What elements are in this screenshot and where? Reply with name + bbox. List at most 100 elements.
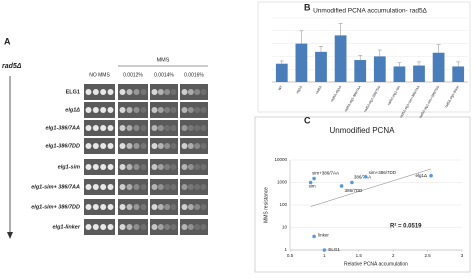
point-label: 386/7DD	[345, 188, 364, 193]
x-tick-label: rad5Δ elg1-sim+386/7AA	[399, 84, 421, 118]
yeast-spot	[200, 224, 207, 230]
yeast-spot	[157, 89, 164, 95]
yeast-spot	[140, 143, 147, 149]
yeast-spot	[187, 107, 194, 113]
yeast-spot	[181, 164, 188, 170]
spot-plate	[118, 138, 148, 154]
yeast-spot	[157, 107, 164, 113]
y-tick-label: 10000	[274, 157, 287, 162]
yeast-spot	[85, 143, 92, 149]
spot-plate	[118, 179, 148, 195]
yeast-spot	[133, 89, 140, 95]
yeast-spot	[107, 204, 114, 210]
bar	[452, 66, 465, 82]
bar	[275, 63, 288, 82]
yeast-spot	[157, 125, 164, 131]
yeast-spot	[140, 184, 147, 190]
yeast-spot	[92, 143, 99, 149]
yeast-spot	[200, 107, 207, 113]
strain-label: rad5Δ	[2, 63, 22, 70]
yeast-spot	[151, 143, 158, 149]
point-label: elg1Δ	[416, 173, 428, 178]
yeast-spot	[194, 125, 201, 131]
row-label: elg1-linker	[52, 224, 80, 230]
yeast-spot	[187, 184, 194, 190]
row-label: ELG1	[66, 89, 80, 95]
yeast-spot	[100, 204, 107, 210]
x-tick-label: 0.5	[287, 253, 294, 258]
yeast-spot	[164, 184, 171, 190]
yeast-spot	[164, 107, 171, 113]
yeast-spot	[119, 204, 126, 210]
point	[308, 180, 313, 185]
x-tick-label: rad5Δ	[315, 84, 323, 94]
bar	[413, 65, 425, 82]
yeast-spot	[181, 204, 188, 210]
arrow-head	[7, 232, 13, 239]
x-tick-label: 2	[392, 253, 395, 258]
spot-plate	[84, 120, 115, 136]
column-header: NO MMS	[89, 72, 110, 78]
yeast-spot	[164, 164, 171, 170]
yeast-spot	[126, 204, 133, 210]
yeast-spot	[85, 125, 92, 131]
spot-plate	[118, 159, 148, 175]
bar	[393, 66, 406, 82]
spot-plate	[84, 179, 115, 195]
yeast-spot	[181, 143, 188, 149]
spot-plate	[180, 179, 208, 195]
chart-title: Unmodified PCNA accumulation- rad5Δ	[313, 8, 427, 15]
yeast-spot	[151, 164, 158, 170]
yeast-spot	[200, 164, 207, 170]
yeast-spot	[119, 107, 126, 113]
yeast-spot	[119, 224, 126, 230]
point-label: sim+386/7DD	[369, 170, 397, 175]
column-header: 0.0014%	[154, 72, 174, 78]
yeast-spot	[92, 89, 99, 95]
yeast-spot	[85, 184, 92, 190]
yeast-spot	[151, 89, 158, 95]
spot-plate	[180, 199, 208, 215]
y-tick-label: 1	[284, 247, 287, 252]
spot-plate	[180, 120, 208, 136]
yeast-spot	[181, 107, 188, 113]
treatment-label: MMS	[157, 57, 170, 63]
yeast-spot	[164, 143, 171, 149]
yeast-spot	[170, 184, 177, 190]
yeast-spot	[92, 184, 99, 190]
yeast-spot	[126, 89, 133, 95]
yeast-spot	[151, 125, 158, 131]
point	[350, 180, 354, 185]
yeast-spot	[107, 164, 114, 170]
yeast-spot	[170, 125, 177, 131]
yeast-spot	[194, 143, 201, 149]
yeast-spot	[133, 184, 140, 190]
yeast-spot	[92, 107, 99, 113]
spot-plate	[150, 84, 178, 100]
yeast-spot	[126, 107, 133, 113]
point	[429, 173, 433, 178]
y-tick-label: 100	[279, 202, 287, 207]
x-tick-label: WT	[277, 85, 283, 91]
yeast-spot	[100, 164, 107, 170]
spot-plate	[150, 179, 178, 195]
yeast-spot	[151, 204, 158, 210]
spot-plate	[150, 138, 178, 154]
yeast-spot	[100, 184, 107, 190]
yeast-spot	[200, 184, 207, 190]
yeast-spot	[126, 143, 133, 149]
bar	[315, 51, 327, 82]
spot-plate	[150, 219, 178, 235]
panel-label: B	[304, 2, 311, 12]
yeast-spot	[164, 204, 171, 210]
yeast-spot	[85, 164, 92, 170]
x-tick-label: rad5Δ elg1-386/7DD	[363, 84, 382, 112]
yeast-spot	[140, 125, 147, 131]
yeast-spot	[85, 89, 92, 95]
panel-label: C	[304, 115, 311, 125]
point	[322, 248, 327, 252]
row-label: elg1-386/7AA	[45, 125, 80, 131]
yeast-spot	[181, 89, 188, 95]
yeast-spot	[85, 204, 92, 210]
